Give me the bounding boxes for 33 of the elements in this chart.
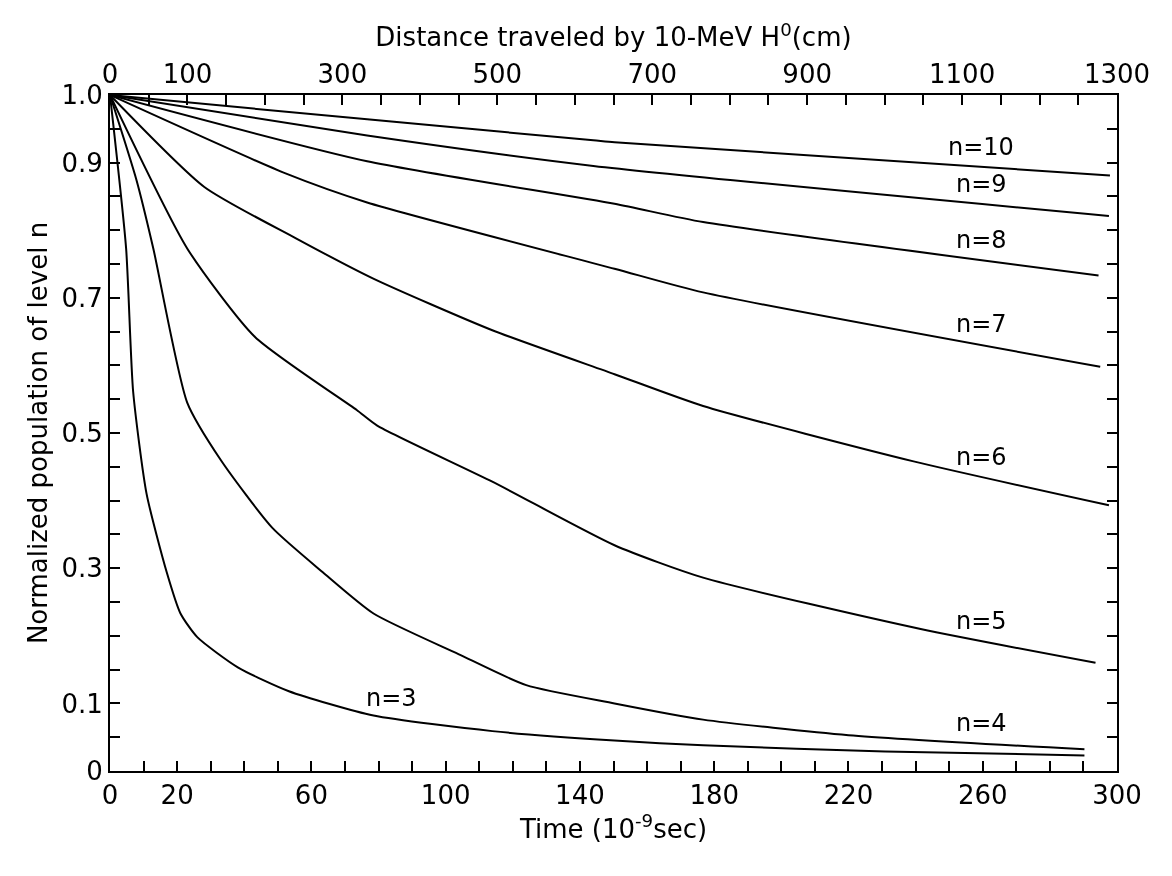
y-tick-label: 0.1	[61, 688, 103, 719]
x-tick-label: 20	[160, 780, 194, 811]
series-label: n=10	[948, 133, 1014, 161]
y-tick-label: 0.3	[61, 553, 103, 584]
x2-tick-label: 300	[317, 58, 368, 89]
x-tick-label: 100	[420, 780, 471, 811]
series-label: n=6	[956, 443, 1007, 471]
y-tick-label: 0	[86, 756, 103, 787]
x2-tick-label: 700	[627, 58, 678, 89]
series-label: n=4	[956, 709, 1007, 737]
x-tick-label: 300	[1092, 780, 1142, 811]
series-label: n=8	[956, 226, 1007, 254]
x-tick-label: 220	[823, 780, 874, 811]
x2-tick-label: 500	[472, 58, 523, 89]
x2-tick-label: 1100	[928, 58, 996, 89]
x2-tick-label: 100	[162, 58, 213, 89]
y-tick-label: 0.5	[61, 418, 103, 449]
x-tick-label: 180	[689, 780, 740, 811]
x-axis-title: Time (10$^{-9}$sec)	[518, 810, 708, 845]
x2-axis-title: Distance traveled by 10-MeV H$^{0}$(cm)	[375, 18, 852, 53]
series-label: n=5	[956, 607, 1007, 635]
y-tick-label: 1.0	[61, 80, 103, 111]
x-tick-label: 140	[555, 780, 605, 811]
y-tick-label: 0.7	[61, 282, 103, 313]
x2-tick-label: 900	[782, 58, 832, 89]
series-label: n=3	[366, 684, 417, 712]
series-label: n=9	[956, 170, 1007, 198]
series-label: n=7	[956, 310, 1007, 338]
y-tick-label: 0.9	[61, 147, 103, 178]
x-tick-label: 260	[957, 780, 1008, 811]
y-axis-title: Normalized population of level n	[23, 221, 54, 645]
x-tick-label: 60	[294, 780, 328, 811]
x2-tick-label: 1300	[1083, 58, 1151, 89]
